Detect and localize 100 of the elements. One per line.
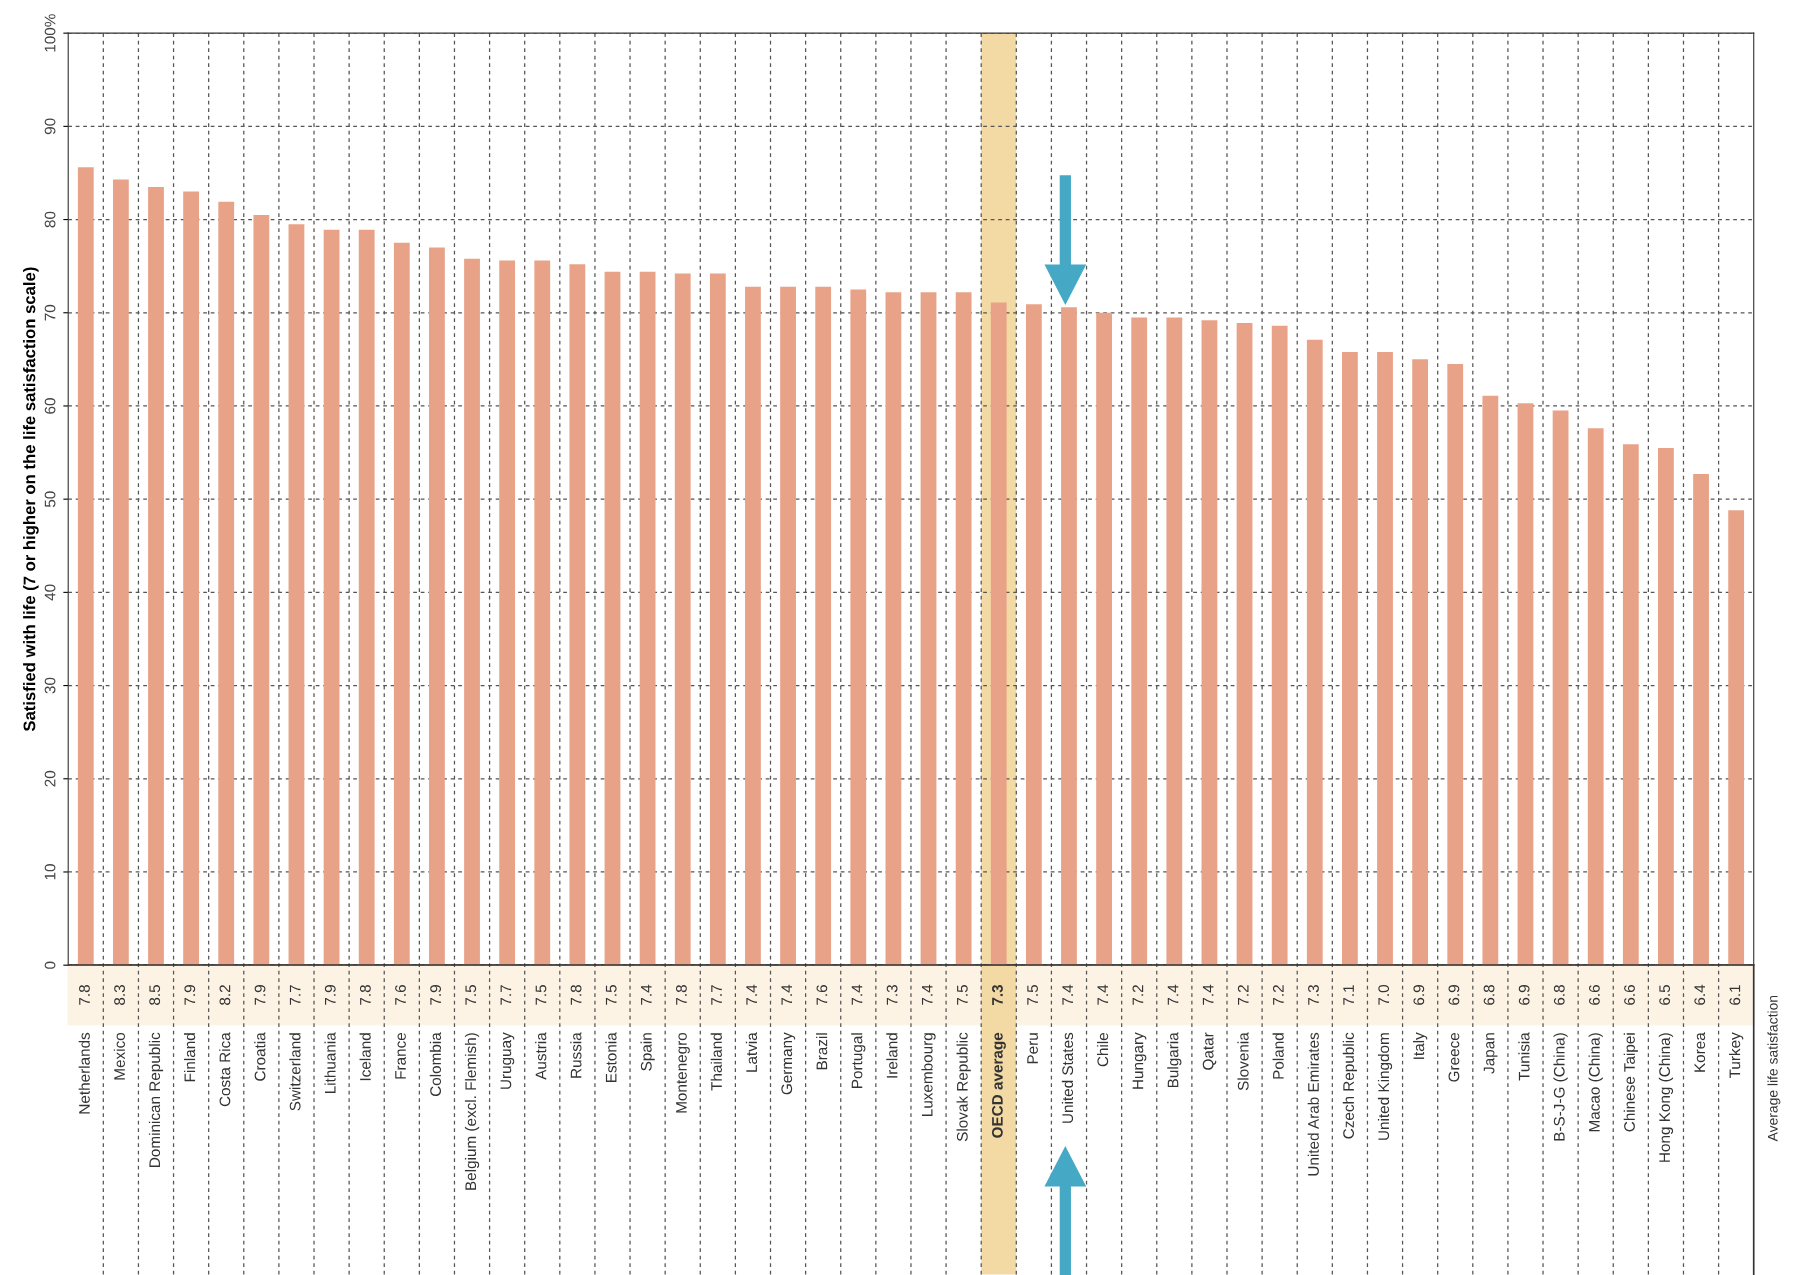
x-tick-label: Mexico xyxy=(113,1032,125,1080)
text: 7.4 xyxy=(746,984,757,1005)
bar xyxy=(1096,312,1112,966)
bar xyxy=(1587,428,1604,966)
text: 7.0 xyxy=(1378,984,1390,1005)
bar xyxy=(218,201,235,966)
text: 7.5 xyxy=(1027,985,1038,1005)
y-axis-title: Satisfied with life (7 or higher on the life satisfaction scale) xyxy=(23,267,39,732)
x-tick-label: Peru xyxy=(1027,1033,1038,1064)
text: 7.9 xyxy=(184,985,196,1005)
x-tick-label: Greece xyxy=(1448,1032,1460,1082)
text: 7.8 xyxy=(676,985,687,1005)
bar xyxy=(639,271,656,966)
x-tick-label: Czech Republic xyxy=(1342,1032,1358,1139)
text: 6.5 xyxy=(1659,985,1671,1005)
x-tick-label: Ireland xyxy=(886,1033,898,1078)
x-tick-label: Iceland xyxy=(359,1033,371,1081)
text: 7.8 xyxy=(359,985,371,1005)
x-tick-label: Slovak Republic xyxy=(956,1032,971,1142)
bar xyxy=(1271,325,1288,966)
text: 7.4 xyxy=(1097,984,1109,1005)
text: 7.4 xyxy=(1167,984,1179,1005)
text: 7.9 xyxy=(324,985,336,1005)
text: 7.2 xyxy=(1272,985,1284,1005)
bar xyxy=(709,273,726,966)
bar xyxy=(990,302,1007,966)
text: 8.5 xyxy=(149,985,161,1005)
bar xyxy=(77,167,94,966)
text: 7.7 xyxy=(289,985,301,1005)
bar xyxy=(1201,320,1218,966)
text: 7.3 xyxy=(886,985,898,1005)
x-tick-label: Chile xyxy=(1096,1032,1109,1067)
x-tick-label: Lithuania xyxy=(324,1032,336,1094)
bar xyxy=(148,186,164,966)
text: 7.2 xyxy=(1132,985,1144,1005)
bar xyxy=(1482,395,1499,966)
text: 6.9 xyxy=(1413,985,1425,1005)
bar xyxy=(183,191,200,966)
x-tick-label: Austria xyxy=(535,1032,547,1080)
x-tick-label: United Kingdom xyxy=(1377,1033,1393,1140)
bar xyxy=(1622,444,1639,966)
y-tick-label: 80 xyxy=(44,211,56,228)
x-tick-label: Spain xyxy=(640,1033,655,1071)
bar xyxy=(323,229,340,966)
x-tick-label: United States xyxy=(1061,1032,1074,1123)
x-tick-label: Korea xyxy=(1694,1032,1706,1072)
x-tick-label: Portugal xyxy=(851,1033,866,1088)
bar xyxy=(499,260,516,966)
bar xyxy=(253,214,270,966)
text: 7.4 xyxy=(641,984,652,1005)
text: Average life satisfaction xyxy=(1767,995,1781,1142)
bar xyxy=(1658,447,1674,966)
bar xyxy=(429,247,445,966)
x-tick-label: OECD average xyxy=(991,1032,1006,1138)
x-tick-label: Poland xyxy=(1272,1033,1284,1079)
x-tick-label: Thailand xyxy=(710,1033,722,1091)
x-tick-label: United Arab Emirates xyxy=(1307,1032,1319,1176)
text: 6.9 xyxy=(1448,985,1460,1005)
text: 6.6 xyxy=(1588,985,1600,1005)
x-tick-label: Netherlands xyxy=(78,1032,90,1114)
text: 7.4 xyxy=(1202,984,1214,1005)
text: 7.9 xyxy=(254,985,266,1005)
bar xyxy=(1377,351,1393,966)
text: 7.8 xyxy=(570,985,582,1005)
text: 6.6 xyxy=(1624,985,1635,1005)
text: 7.8 xyxy=(79,985,90,1005)
y-tick-label: 60 xyxy=(44,398,56,414)
y-tick-label: 10 xyxy=(44,864,56,880)
x-tick-label: Uruguay xyxy=(500,1032,515,1089)
text: 7.9 xyxy=(430,985,442,1005)
y-tick-label: 100% xyxy=(44,14,56,52)
y-tick-label: 30 xyxy=(44,677,56,694)
bar xyxy=(815,286,832,966)
x-tick-label: Montenegro xyxy=(676,1032,690,1113)
text: 7.4 xyxy=(1062,984,1073,1005)
bar xyxy=(534,260,551,966)
x-tick-label: Hong Kong (China) xyxy=(1658,1033,1674,1162)
bar xyxy=(288,224,305,966)
x-tick-label: Italy xyxy=(1413,1032,1428,1059)
text: 8.2 xyxy=(219,985,231,1005)
x-tick-label: Turkey xyxy=(1729,1032,1744,1079)
x-tick-label: Costa Rica xyxy=(219,1032,231,1107)
text: 7.7 xyxy=(711,985,722,1005)
bar xyxy=(1412,359,1429,966)
y-tick-label: 50 xyxy=(44,491,56,508)
x-tick-label: Latvia xyxy=(745,1032,758,1072)
bar xyxy=(1693,474,1709,966)
bar xyxy=(358,229,375,966)
x-tick-label: Bulgaria xyxy=(1167,1032,1182,1088)
x-tick-label: Slovenia xyxy=(1237,1032,1249,1091)
text: 7.6 xyxy=(395,985,406,1005)
x-tick-label: Colombia xyxy=(429,1032,442,1097)
y-tick-label: 40 xyxy=(44,584,56,601)
x-tick-label: Dominican Republic xyxy=(148,1032,164,1167)
text: 7.4 xyxy=(851,984,863,1005)
x-tick-label: Croatia xyxy=(254,1032,266,1081)
text: 7.2 xyxy=(1237,985,1249,1005)
text: 6.1 xyxy=(1729,985,1741,1005)
text: 7.1 xyxy=(1343,985,1354,1005)
text: 6.9 xyxy=(1518,985,1530,1005)
